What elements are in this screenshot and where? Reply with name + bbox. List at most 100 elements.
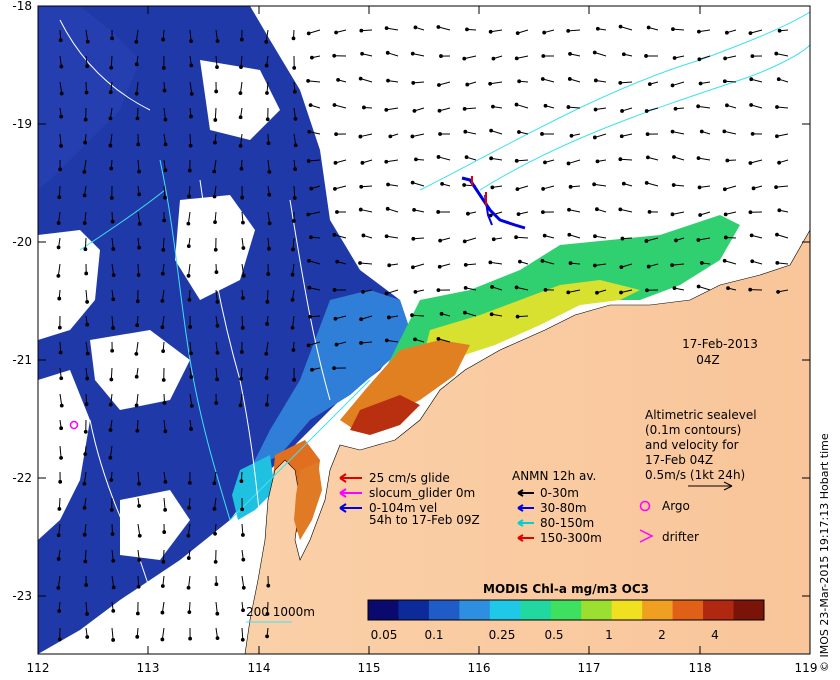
- velocity-arrow: [137, 471, 140, 484]
- velocity-arrow-head: [186, 244, 191, 249]
- velocity-arrow-head: [698, 213, 703, 217]
- velocity-arrow-head: [568, 261, 573, 266]
- plot-frame: [37, 5, 811, 655]
- colorbar-segment: [550, 600, 582, 620]
- colorbar-tick-label: 0.5: [544, 628, 563, 642]
- velocity-arrow-head: [56, 221, 61, 225]
- velocity-arrow-head: [187, 194, 191, 199]
- lat-tick-label: -21: [12, 353, 32, 367]
- velocity-arrow-head: [491, 56, 496, 61]
- velocity-arrow: [724, 260, 737, 265]
- colorbar-frame: [367, 599, 765, 621]
- velocity-arrow-head: [83, 140, 88, 145]
- velocity-arrow-head: [213, 220, 217, 225]
- velocity-arrow-head: [85, 612, 89, 616]
- velocity-arrow-head: [592, 50, 597, 55]
- velocity-arrow: [776, 234, 789, 239]
- velocity-arrow-head: [160, 271, 165, 276]
- velocity-arrow: [412, 182, 425, 187]
- colorbar-segment: [611, 600, 643, 620]
- legend-arrow-cyan: [517, 519, 534, 527]
- velocity-arrow-head: [541, 54, 546, 58]
- velocity-arrow-head: [776, 289, 781, 294]
- lat-tick-label: -19: [12, 117, 32, 131]
- velocity-arrow-head: [723, 235, 728, 240]
- velocity-arrow-head: [436, 210, 441, 214]
- cloud-patch: [120, 490, 190, 560]
- velocity-arrow-head: [620, 109, 624, 113]
- velocity-arrow: [776, 53, 789, 57]
- colorbar-tick-label: 4: [711, 628, 719, 642]
- scale-arrow-head: [723, 481, 733, 491]
- velocity-arrow-head: [59, 114, 64, 119]
- velocity-arrow-head: [161, 66, 166, 70]
- velocity-arrow-head: [189, 114, 193, 119]
- lat-axis: -18 -19 -20 -21 -22 -23: [12, 0, 32, 603]
- velocity-arrow-head: [58, 479, 63, 484]
- velocity-arrow: [672, 211, 685, 215]
- velocity-arrow: [490, 211, 503, 217]
- velocity-arrow: [464, 312, 477, 317]
- altimetry-line: (0.1m contours): [645, 423, 741, 437]
- velocity-arrow-head: [241, 533, 245, 537]
- velocity-arrow: [137, 523, 141, 536]
- velocity-arrow-head: [697, 185, 702, 190]
- velocity-arrow-head: [726, 286, 730, 291]
- velocity-arrow-head: [306, 343, 311, 348]
- velocity-arrow: [620, 81, 633, 84]
- velocity-arrow-head: [134, 39, 139, 44]
- velocity-arrow-head: [292, 196, 297, 200]
- glider-legend-item: slocum_glider 0m: [369, 486, 475, 500]
- velocity-arrow: [594, 183, 607, 187]
- lon-tick-label: 114: [248, 661, 271, 675]
- velocity-arrow-head: [775, 105, 779, 109]
- velocity-arrow-head: [290, 272, 295, 277]
- credit-text: © IMOS 23-Mar-2015 19:17:13 Hobart time: [818, 433, 831, 672]
- velocity-arrow: [163, 185, 166, 198]
- velocity-arrow-head: [264, 376, 269, 380]
- velocity-arrow-head: [213, 560, 218, 564]
- cloud-patch: [200, 60, 280, 140]
- velocity-arrow: [59, 445, 62, 458]
- velocity-arrow-head: [59, 403, 64, 408]
- velocity-arrow-head: [212, 169, 217, 174]
- velocity-arrow-head: [462, 106, 467, 111]
- velocity-arrow: [111, 315, 114, 328]
- velocity-arrow-head: [384, 26, 389, 31]
- velocity-arrow-head: [58, 167, 63, 172]
- velocity-arrow-head: [59, 426, 64, 431]
- velocity-arrow-head: [465, 82, 470, 87]
- velocity-arrow: [162, 549, 165, 562]
- velocity-arrow-head: [85, 300, 90, 304]
- velocity-arrow-head: [188, 636, 193, 641]
- velocity-arrow: [386, 107, 399, 111]
- velocity-arrow-head: [362, 105, 366, 110]
- colorbar-title: MODIS Chl-a mg/m3 OC3: [483, 582, 649, 596]
- anmn-legend-item: 150-300m: [540, 531, 602, 545]
- velocity-arrow: [308, 260, 321, 265]
- velocity-arrow: [360, 133, 373, 138]
- velocity-arrow-head: [540, 77, 545, 81]
- velocity-arrow: [189, 133, 192, 146]
- velocity-arrow-head: [618, 80, 623, 85]
- velocity-arrow: [265, 341, 269, 354]
- velocity-arrow: [308, 211, 321, 215]
- velocity-arrow: [360, 209, 373, 213]
- velocity-arrow-head: [308, 314, 313, 319]
- colorbar-tick-label: 0.05: [371, 628, 398, 642]
- velocity-arrow-head: [593, 78, 598, 83]
- velocity-arrow-head: [215, 65, 219, 70]
- velocity-arrow-head: [748, 287, 753, 292]
- velocity-arrow-head: [775, 260, 780, 265]
- velocity-arrow-head: [618, 157, 623, 162]
- velocity-arrow-head: [385, 206, 390, 211]
- velocity-arrow-head: [543, 287, 548, 292]
- velocity-arrow-head: [750, 54, 755, 58]
- velocity-arrow-head: [162, 530, 167, 534]
- velocity-arrow-head: [413, 337, 417, 342]
- lon-tick-label: 116: [468, 661, 491, 675]
- velocity-arrow-head: [592, 135, 597, 140]
- velocity-arrow: [386, 27, 399, 31]
- velocity-arrow-head: [291, 36, 296, 41]
- velocity-arrow: [776, 185, 789, 188]
